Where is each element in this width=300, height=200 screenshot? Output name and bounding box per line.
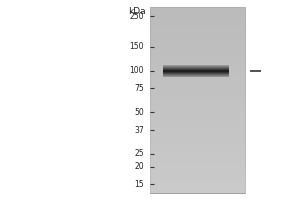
Text: 20: 20 <box>134 162 144 171</box>
Text: 100: 100 <box>130 66 144 75</box>
Text: 250: 250 <box>130 12 144 21</box>
Text: 150: 150 <box>130 42 144 51</box>
Text: 25: 25 <box>134 149 144 158</box>
Text: 37: 37 <box>134 126 144 135</box>
Text: 15: 15 <box>134 180 144 189</box>
Text: kDa: kDa <box>128 7 146 16</box>
Text: 75: 75 <box>134 84 144 93</box>
Text: 50: 50 <box>134 108 144 117</box>
Bar <box>150 7 245 193</box>
